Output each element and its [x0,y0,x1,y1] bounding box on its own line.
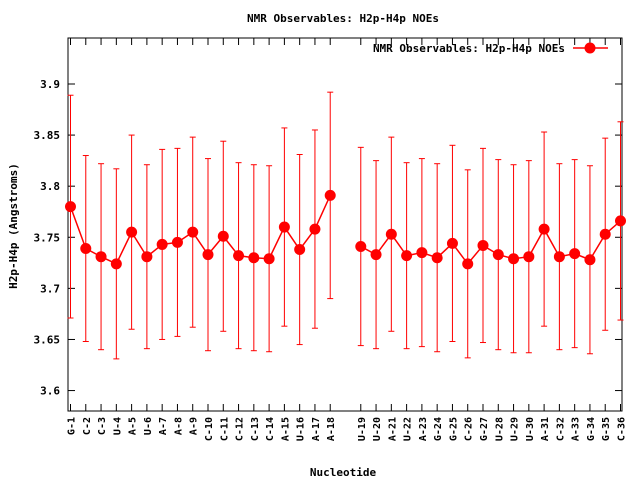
x-tick-label: U-30 [525,417,536,441]
x-axis-label: Nucleotide [310,466,377,479]
x-tick-label: C-14 [265,417,276,441]
data-point [446,237,458,249]
axes [67,37,623,412]
legend-label: NMR Observables: H2p-H4p NOEs [373,42,565,55]
x-tick-label: C-2 [82,417,93,435]
data-point [584,254,596,266]
x-tick-label: A-17 [311,417,322,441]
x-tick-label: A-18 [326,417,337,441]
series-line [69,195,331,265]
data-point [355,240,367,252]
series-line [360,220,621,266]
data-point [431,252,443,264]
data-point [141,251,153,263]
data-point [401,250,413,262]
x-tick-label: G-27 [479,417,490,441]
x-tick-label: C-11 [219,417,230,441]
y-tick-label: 3.85 [34,129,61,142]
x-tick-label: A-21 [387,417,398,441]
y-tick-label: 3.6 [40,385,60,398]
y-tick-label: 3.75 [34,231,61,244]
x-tick-label: U-4 [112,417,123,435]
data-point [263,253,275,265]
x-tick-label: C-12 [235,417,246,441]
data-point [233,250,245,262]
y-tick-label: 3.65 [34,333,61,346]
data-point [278,221,290,233]
x-tick-label: U-19 [357,417,368,441]
data-point [217,230,229,242]
data-point [569,248,581,260]
x-tick-label: C-13 [250,417,261,441]
plot-frame [67,37,623,412]
data-point [171,236,183,248]
x-tick-label: A-15 [280,417,291,441]
data-point [538,223,550,235]
series-layer [65,91,626,360]
data-point [462,258,474,270]
x-tick-label: U-22 [403,417,414,441]
legend-marker-swatch [584,42,596,54]
x-tick-label: A-23 [418,417,429,441]
data-point [523,251,535,263]
data-point [615,215,626,227]
data-point [492,249,504,261]
legend: NMR Observables: H2p-H4p NOEs [373,42,608,55]
x-ticks: G-1 C-2 C-3 U-4 A-5 U-6 A-7 A-8 A-9 C-10 C-11 C-12 C… [67,38,628,441]
data-point [65,201,76,213]
x-tick-label: A-9 [189,417,200,435]
x-tick-label: A-33 [571,417,582,441]
data-point [95,251,107,263]
y-tick-label: 3.8 [40,180,60,193]
x-tick-label: C-3 [97,417,108,435]
x-tick-label: A-31 [540,417,551,441]
data-point [324,189,336,201]
data-point [187,226,199,238]
x-tick-label: G-1 [67,417,78,435]
data-point [508,253,520,265]
x-tick-label: U-29 [510,417,521,441]
y-tick-label: 3.9 [40,78,60,91]
data-point [126,226,138,238]
data-point [294,244,306,256]
data-point [477,239,489,251]
data-point [110,258,122,270]
data-point [553,251,565,263]
x-tick-label: U-20 [372,417,383,441]
x-tick-label: A-5 [128,417,139,435]
x-tick-label: A-7 [158,417,169,435]
x-tick-label: G-25 [448,417,459,441]
data-point [385,228,397,240]
x-tick-label: C-36 [617,417,628,441]
x-tick-label: C-10 [204,417,215,441]
data-point [599,228,611,240]
x-tick-label: G-34 [586,417,597,441]
x-tick-label: U-6 [143,417,154,435]
data-point [370,249,382,261]
data-point [309,223,321,235]
x-tick-label: U-16 [296,417,307,441]
data-point [156,238,168,250]
x-tick-label: G-35 [601,417,612,441]
y-axis-label: H2p-H4p (Angstroms) [7,163,20,289]
data-point [202,249,214,261]
x-tick-label: G-24 [433,417,444,441]
x-tick-label: A-8 [173,417,184,435]
x-tick-label: U-28 [494,417,505,441]
data-point [416,247,428,259]
data-point [248,252,260,264]
y-tick-label: 3.7 [40,282,60,295]
x-tick-label: C-26 [464,417,475,441]
chart-title: NMR Observables: H2p-H4p NOEs [247,12,439,25]
y-ticks: 3.6 3.65 3.7 3.75 3.8 3.85 3.9 [34,78,622,398]
data-point [80,243,92,255]
x-tick-label: C-32 [555,417,566,441]
